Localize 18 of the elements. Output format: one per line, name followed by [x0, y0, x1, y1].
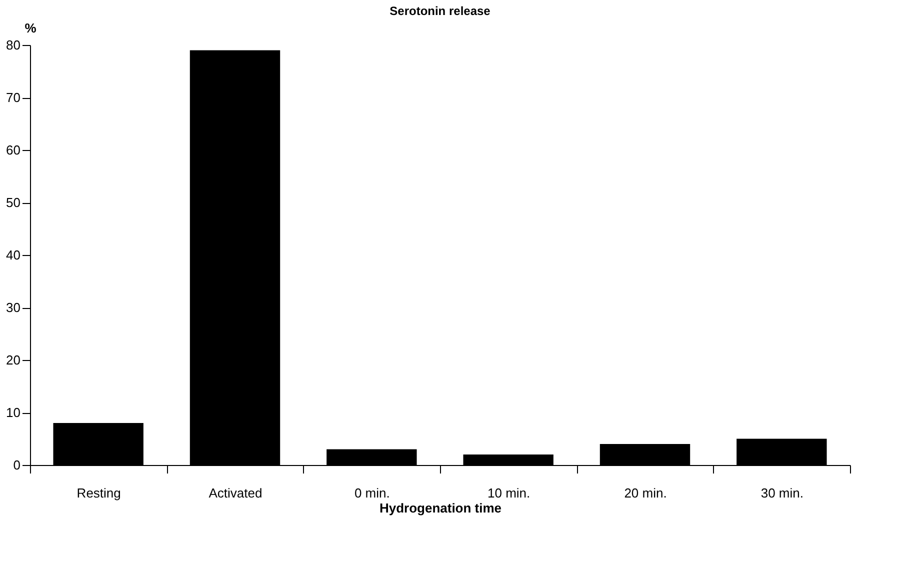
y-tick-label: 50 [6, 195, 20, 210]
y-tick-label: 60 [6, 142, 20, 158]
chart-title: Serotonin release [390, 4, 491, 18]
y-tick-label: 70 [6, 90, 20, 105]
x-tick-label: Activated [208, 486, 262, 500]
y-tick-label: 10 [6, 405, 20, 420]
x-tick-label: 20 min. [624, 486, 667, 500]
x-tick-label: Resting [76, 486, 121, 500]
y-tick-label: 80 [6, 38, 20, 52]
x-tick-label: 30 min. [760, 486, 804, 500]
x-tick-label: 10 min. [488, 486, 530, 500]
x-axis-title: Hydrogenation time [379, 500, 502, 516]
y-tick-label: 40 [6, 248, 20, 262]
y-tick-label: 20 [6, 352, 20, 368]
y-axis-title: % [24, 20, 37, 36]
y-tick-label: 30 [6, 300, 20, 315]
x-tick-label: 0 min. [354, 486, 390, 500]
y-tick-label: 0 [13, 458, 20, 472]
